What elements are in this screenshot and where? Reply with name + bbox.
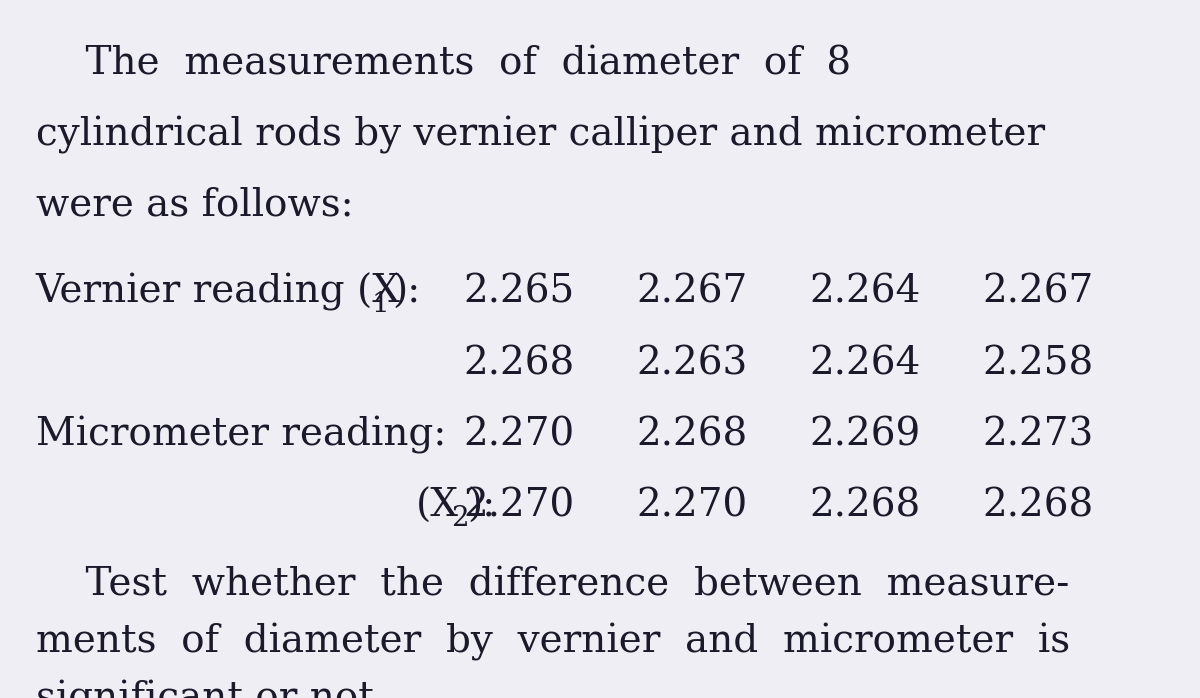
Text: 2.273: 2.273 bbox=[982, 416, 1093, 453]
Text: 2.270: 2.270 bbox=[463, 416, 575, 453]
Text: were as follows:: were as follows: bbox=[36, 186, 353, 223]
Text: Test  whether  the  difference  between  measure-: Test whether the difference between meas… bbox=[36, 566, 1069, 603]
Text: 2.265: 2.265 bbox=[463, 274, 575, 311]
Text: 2.258: 2.258 bbox=[982, 346, 1093, 383]
Text: 2.268: 2.268 bbox=[809, 488, 920, 525]
Text: 2: 2 bbox=[451, 505, 469, 532]
Text: significant or not.: significant or not. bbox=[36, 680, 385, 698]
Text: 2.267: 2.267 bbox=[636, 274, 748, 311]
Text: Vernier reading (X: Vernier reading (X bbox=[36, 273, 401, 311]
Text: 2.263: 2.263 bbox=[636, 346, 748, 383]
Text: 2.267: 2.267 bbox=[982, 274, 1093, 311]
Text: ):: ): bbox=[392, 274, 421, 311]
Text: cylindrical rods by vernier calliper and micrometer: cylindrical rods by vernier calliper and… bbox=[36, 116, 1045, 154]
Text: 2.270: 2.270 bbox=[636, 488, 748, 525]
Text: 2.268: 2.268 bbox=[636, 416, 748, 453]
Text: 2.270: 2.270 bbox=[463, 488, 575, 525]
Text: 2.264: 2.264 bbox=[809, 346, 920, 383]
Text: (X: (X bbox=[415, 488, 458, 525]
Text: The  measurements  of  diameter  of  8: The measurements of diameter of 8 bbox=[36, 45, 851, 83]
Text: 2.264: 2.264 bbox=[809, 274, 920, 311]
Text: ments  of  diameter  by  vernier  and  micrometer  is: ments of diameter by vernier and microme… bbox=[36, 623, 1069, 662]
Text: ):: ): bbox=[468, 488, 496, 525]
Text: 1: 1 bbox=[372, 290, 390, 318]
Text: 2.268: 2.268 bbox=[982, 488, 1093, 525]
Text: 2.269: 2.269 bbox=[809, 416, 920, 453]
Text: 2.268: 2.268 bbox=[463, 346, 575, 383]
Text: Micrometer reading:: Micrometer reading: bbox=[36, 416, 446, 454]
